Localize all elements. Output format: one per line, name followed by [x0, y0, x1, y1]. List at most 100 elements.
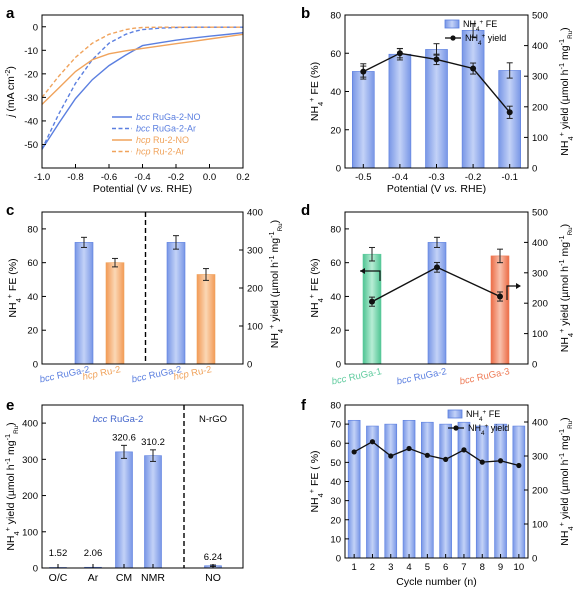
d-right-ytick-label: 0	[532, 360, 537, 371]
c-ylabel-right-part: +	[267, 325, 276, 329]
yield-point	[424, 452, 430, 458]
d-ylabel-right: NH4+ yield (µmol h-1 mg-1Ru)	[557, 224, 575, 352]
a-ylabel-part: )	[5, 66, 17, 70]
panel-label-c: c	[6, 202, 14, 219]
a-ytick-label: -10	[24, 46, 38, 57]
d-left-ytick-label: 40	[330, 292, 341, 303]
a-xlabel-part: RHE)	[164, 183, 193, 195]
legend-entry-0-part: bcc	[136, 112, 151, 122]
b-ylabel-left-part: NH	[309, 106, 321, 121]
c-category-label-part: hcp	[82, 369, 99, 383]
legend-fe-part: 4	[479, 416, 483, 423]
series-line-3	[41, 26, 243, 98]
axis-arrow-left-head	[360, 268, 365, 274]
yield-point	[433, 56, 440, 63]
panel-a: a-1.0 -0.8 -0.6 -0.4 -0.2 0.0 0.2-50-40-30-20-…	[3, 5, 250, 195]
d-right-ytick-label: 400	[532, 238, 548, 249]
d-ylabel-right-part: NH	[559, 337, 571, 352]
fe-bar	[457, 421, 471, 559]
a-xtick-label: 0.0	[203, 172, 216, 183]
c-left-ytick-label: 20	[27, 326, 38, 337]
a-ytick-label: 0	[33, 22, 38, 33]
d-right-ytick-label: 500	[532, 208, 548, 219]
d-right-ytick-label: 300	[532, 268, 548, 279]
plot-frame	[41, 404, 244, 569]
fe-bar	[388, 53, 412, 169]
legend-entry-3-part: Ru-2-Ar	[151, 147, 185, 157]
e-ylabel-part: 4	[12, 531, 21, 535]
data-label: 6.24	[204, 552, 223, 563]
f-ylabel-right-part: -1	[557, 429, 566, 436]
yield-point	[369, 439, 376, 445]
f-left-ytick-label: 20	[330, 515, 341, 526]
d-ylabel-left-part: NH	[309, 302, 321, 317]
yield-point	[461, 447, 467, 453]
legend-swatch-bar	[447, 409, 463, 419]
c-ylabel-left: NH4+ FE (%)	[5, 258, 23, 317]
e-left-ytick-label: 0	[33, 564, 38, 575]
f-left-ytick-label: 60	[330, 439, 341, 450]
b-xtick-label: -0.2	[465, 172, 481, 183]
yield-point	[369, 298, 375, 305]
b-right-ytick-label: 100	[532, 133, 548, 144]
c-ylabel-left-part: +	[5, 294, 14, 298]
yield-point	[388, 453, 394, 459]
c-right-ytick-label: 0	[247, 360, 252, 371]
b-xtick-label: -0.1	[502, 172, 518, 183]
c-left-ytick-label: 80	[27, 224, 38, 235]
panel-d: d 0 20 40 60 80 0 100 200 300 400 500 bcc RuGa-1 bcc …	[301, 202, 575, 387]
b-ylabel-right-part: Ru	[567, 30, 574, 39]
c-left-ytick-label: 40	[27, 292, 38, 303]
fe-bar	[196, 274, 216, 365]
d-ylabel-left-part: +	[307, 294, 316, 298]
f-ylabel-right-part: yield (µmol h	[559, 459, 571, 522]
d-ylabel-right-part: Ru	[567, 227, 574, 236]
legend-fe-part: FE	[486, 409, 500, 419]
legend-entry-1-part: bcc	[136, 124, 151, 134]
yield-point	[516, 462, 522, 469]
fe-bar	[384, 423, 398, 559]
a-xtick-label: 0.2	[236, 172, 249, 183]
axis-arrow-right-head	[516, 283, 521, 289]
e-group-label-bcc: bcc RuGa-2	[93, 414, 144, 425]
fe-bar	[425, 49, 448, 169]
d-left-ytick-label: 80	[330, 224, 341, 235]
legend-yield-part: 4	[478, 40, 482, 47]
a-ytick-label: -40	[24, 116, 38, 127]
a-xlabel-part: Potential (V	[93, 183, 150, 195]
d-ylabel-left-part: 4	[316, 298, 325, 302]
d-left-ytick-label: 20	[330, 326, 341, 337]
legend-fe: NH4+ FE	[463, 19, 497, 33]
legend-entry-3: hcp Ru-2-Ar	[136, 147, 185, 157]
legend-yield-part: +	[485, 423, 489, 430]
e-ylabel-part: )	[5, 422, 17, 426]
a-xtick-label: -0.8	[67, 172, 83, 183]
f-ylabel-right-part: -1	[557, 453, 566, 460]
fe-bar	[366, 425, 379, 559]
f-right-ytick-label: 200	[532, 486, 548, 497]
d-category-label: bcc RuGa-2	[396, 366, 448, 387]
f-right-ytick-label: 100	[532, 520, 548, 531]
c-category-label-part: bcc	[131, 372, 148, 386]
fe-bar	[490, 255, 510, 365]
fe-bar	[421, 421, 434, 559]
b-xlabel: Potential (V vs. RHE)	[387, 183, 486, 195]
f-left-ytick-label: 30	[330, 496, 341, 507]
data-label: 2.06	[84, 548, 103, 559]
legend-entry-1: bcc RuGa-2-Ar	[136, 124, 196, 134]
e-category-label: O/C	[49, 572, 68, 584]
f-xtick-label: 4	[406, 562, 411, 573]
legend-yield-part: yield	[488, 423, 509, 433]
yield-point	[443, 456, 449, 462]
legend-fe-part: NH	[463, 19, 476, 29]
f-left-ytick-label: 0	[336, 554, 341, 565]
d-ylabel-right-part: )	[559, 224, 571, 228]
d-ylabel-right-part: +	[557, 329, 566, 333]
b-right-ytick-label: 500	[532, 11, 548, 22]
f-ylabel-left-part: NH	[309, 497, 321, 512]
e-category-label: NMR	[141, 572, 165, 584]
f-xtick-label: 5	[425, 562, 430, 573]
f-ylabel-right-part: mg	[559, 435, 571, 453]
f-ylabel-right-part: +	[557, 522, 566, 526]
